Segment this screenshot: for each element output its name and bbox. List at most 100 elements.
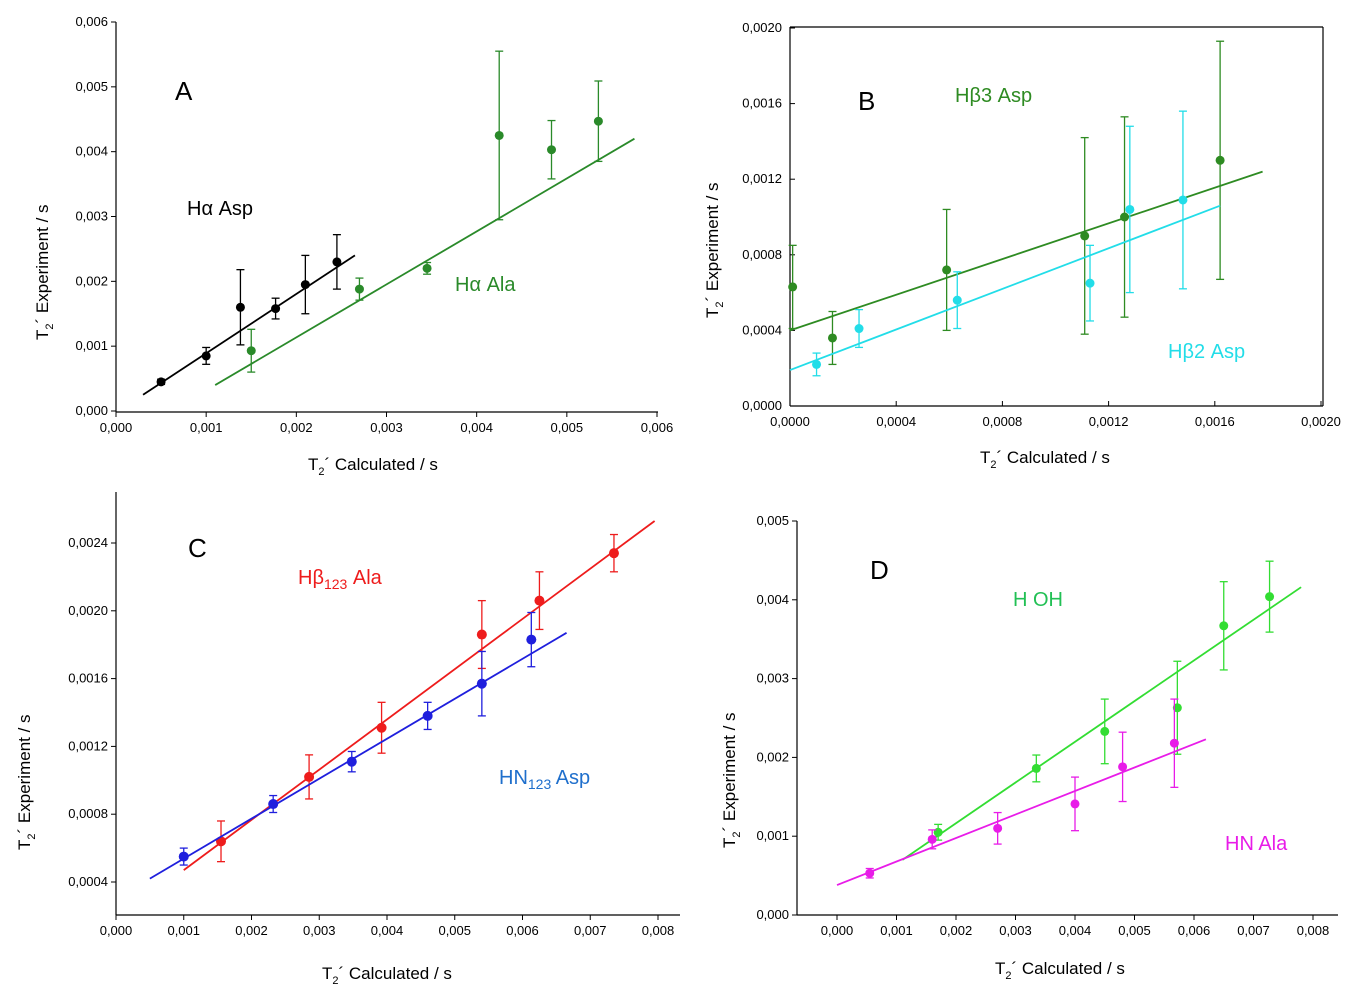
panel-b-data-point xyxy=(1080,231,1090,241)
panel-b-x-tick-label: 0,0020 xyxy=(1301,414,1341,429)
panel-a-x-tick-label: 0,005 xyxy=(551,420,584,435)
panel-b-data-point xyxy=(1125,204,1135,214)
panel-c-data-point xyxy=(476,678,487,689)
panel-b-y-tick-label: 0,0004 xyxy=(742,322,782,337)
panel-d-y-tick-label: 0,005 xyxy=(756,513,789,528)
panel-c-x-tick-label: 0,006 xyxy=(506,923,539,938)
panel-b-letter: B xyxy=(858,86,875,116)
panel-c-data-point xyxy=(376,722,387,733)
panel-d-axes: 0,000 0,001 0,002 0,003 0,004 0,005 0,006 0,007… xyxy=(756,513,1338,938)
panel-b-data-point xyxy=(1085,278,1095,288)
panel-b-y-tick-label: 0,0016 xyxy=(742,96,782,111)
panel-c-fit-line xyxy=(149,632,567,880)
panel-d-data-point xyxy=(927,834,937,844)
panel-d-series-2 xyxy=(836,698,1207,886)
panel-a-y-tick-label: 0,005 xyxy=(75,79,108,94)
panel-c-y-tick-label: 0,0008 xyxy=(68,806,108,821)
panel-d-data-point xyxy=(933,827,943,837)
panel-d-series1-label: H OH xyxy=(1013,589,1063,611)
panel-d-x-tick-label: 0,008 xyxy=(1297,923,1330,938)
panel-a-data-point xyxy=(271,304,281,314)
panel-b-data-point xyxy=(827,333,837,343)
panel-a-x-tick-label: 0,001 xyxy=(190,420,223,435)
panel-c-y-tick-label: 0,0024 xyxy=(68,535,108,550)
panel-d-data-point xyxy=(1265,592,1275,602)
panel-c-x-tick-label: 0,001 xyxy=(167,923,200,938)
panel-a-data xyxy=(142,50,635,396)
panel-d-x-tick-label: 0,003 xyxy=(999,923,1032,938)
panel-a-x-tick-label: 0,002 xyxy=(280,420,313,435)
panel-a-y-axis-title: T2´ Experiment / s xyxy=(33,204,56,340)
panel-b-axes: 0,0000 0,0004 0,0008 0,0012 0,0016 0,0020 0,00… xyxy=(742,20,1341,429)
panel-c-axes: 0,000 0,001 0,002 0,003 0,004 0,005 0,006 0,007… xyxy=(68,492,680,938)
panel-c: 0,000 0,001 0,002 0,003 0,004 0,005 0,006 0,007… xyxy=(15,492,680,987)
panel-c-y-tick-label: 0,0004 xyxy=(68,874,108,889)
panel-a-data-point xyxy=(422,263,432,273)
panel-d-x-tick-label: 0,007 xyxy=(1237,923,1270,938)
panel-d-y-tick-label: 0,001 xyxy=(756,828,789,843)
panel-b-fit-line xyxy=(789,170,1263,332)
panel-b-x-tick-label: 0,0008 xyxy=(983,414,1023,429)
panel-b-y-tick-label: 0,0008 xyxy=(742,247,782,262)
panel-c-data-point xyxy=(534,595,545,606)
panel-b-data-point xyxy=(952,295,962,305)
panel-d-fit-line xyxy=(836,738,1207,886)
panel-c-series2-label: HN123 Asp xyxy=(499,767,590,792)
panel-b: 0,0000 0,0004 0,0008 0,0012 0,0016 0,0020 0,00… xyxy=(703,20,1341,471)
panel-d-x-tick-label: 0,006 xyxy=(1178,923,1211,938)
panel-a-y-tick-label: 0,000 xyxy=(75,403,108,418)
panel-a-data-point xyxy=(235,302,245,312)
panel-c-x-tick-label: 0,004 xyxy=(371,923,404,938)
panel-d-y-tick-label: 0,000 xyxy=(756,907,789,922)
panel-b-x-tick-label: 0,0016 xyxy=(1195,414,1235,429)
panel-a-data-point xyxy=(332,257,342,267)
panel-a-series-1 xyxy=(142,234,356,396)
panel-c-data-point xyxy=(422,710,433,721)
panel-a-y-tick-label: 0,006 xyxy=(75,14,108,29)
panel-c-data xyxy=(149,520,656,880)
panel-a-x-tick-label: 0,003 xyxy=(370,420,403,435)
panel-a-series-2 xyxy=(214,50,635,386)
panel-b-data-point xyxy=(854,324,864,334)
panel-d-data xyxy=(836,560,1302,886)
panel-c-data-point xyxy=(526,634,537,645)
panel-b-series1-label: Hβ3 Asp xyxy=(955,85,1032,107)
panel-b-series2-label: Hβ2 Asp xyxy=(1168,341,1245,363)
panel-a-y-tick-label: 0,003 xyxy=(75,209,108,224)
panel-d-x-axis-title: T2´ Calculated / s xyxy=(995,959,1125,982)
panel-b-fit-line xyxy=(789,204,1221,371)
panel-c-letter: C xyxy=(188,533,207,563)
panel-a-letter: A xyxy=(175,76,193,106)
panel-d-y-tick-label: 0,003 xyxy=(756,671,789,686)
panel-a-data-point xyxy=(201,351,211,361)
panel-c-y-tick-label: 0,0016 xyxy=(68,671,108,686)
panel-b-y-axis-title: T2´ Experiment / s xyxy=(703,182,726,318)
panel-b-y-tick-label: 0,0000 xyxy=(742,398,782,413)
panel-a-x-tick-label: 0,004 xyxy=(460,420,493,435)
panel-d-fit-line xyxy=(901,586,1302,861)
panel-c-y-axis-title: T2´ Experiment / s xyxy=(15,714,38,850)
panel-b-x-tick-label: 0,0000 xyxy=(770,414,810,429)
panel-b-x-tick-label: 0,0004 xyxy=(876,414,916,429)
panel-a-y-tick-label: 0,001 xyxy=(75,338,108,353)
panel-c-data-point xyxy=(178,851,189,862)
panel-a-data-point xyxy=(156,377,166,387)
panel-d-data-point xyxy=(1070,799,1080,809)
panel-a-x-axis-title: T2´ Calculated / s xyxy=(308,455,438,478)
panel-c-data-point xyxy=(608,548,619,559)
panel-d-x-tick-label: 0,000 xyxy=(821,923,854,938)
panel-b-data-point xyxy=(942,265,952,275)
panel-b-data-point xyxy=(788,282,798,292)
panel-c-data-point xyxy=(268,799,279,810)
panel-d-y-tick-label: 0,002 xyxy=(756,749,789,764)
panel-d: 0,000 0,001 0,002 0,003 0,004 0,005 0,006 0,007… xyxy=(720,513,1338,982)
panel-a-x-tick-label: 0,000 xyxy=(100,420,133,435)
panel-c-x-tick-label: 0,008 xyxy=(642,923,675,938)
panel-a-data-point xyxy=(593,116,603,126)
panel-a-series1-label: Hα Asp xyxy=(187,198,253,220)
panel-d-data-point xyxy=(1172,703,1182,713)
panel-c-data-point xyxy=(476,629,487,640)
panel-a-data-point xyxy=(494,130,504,140)
panel-d-data-point xyxy=(1219,621,1229,631)
